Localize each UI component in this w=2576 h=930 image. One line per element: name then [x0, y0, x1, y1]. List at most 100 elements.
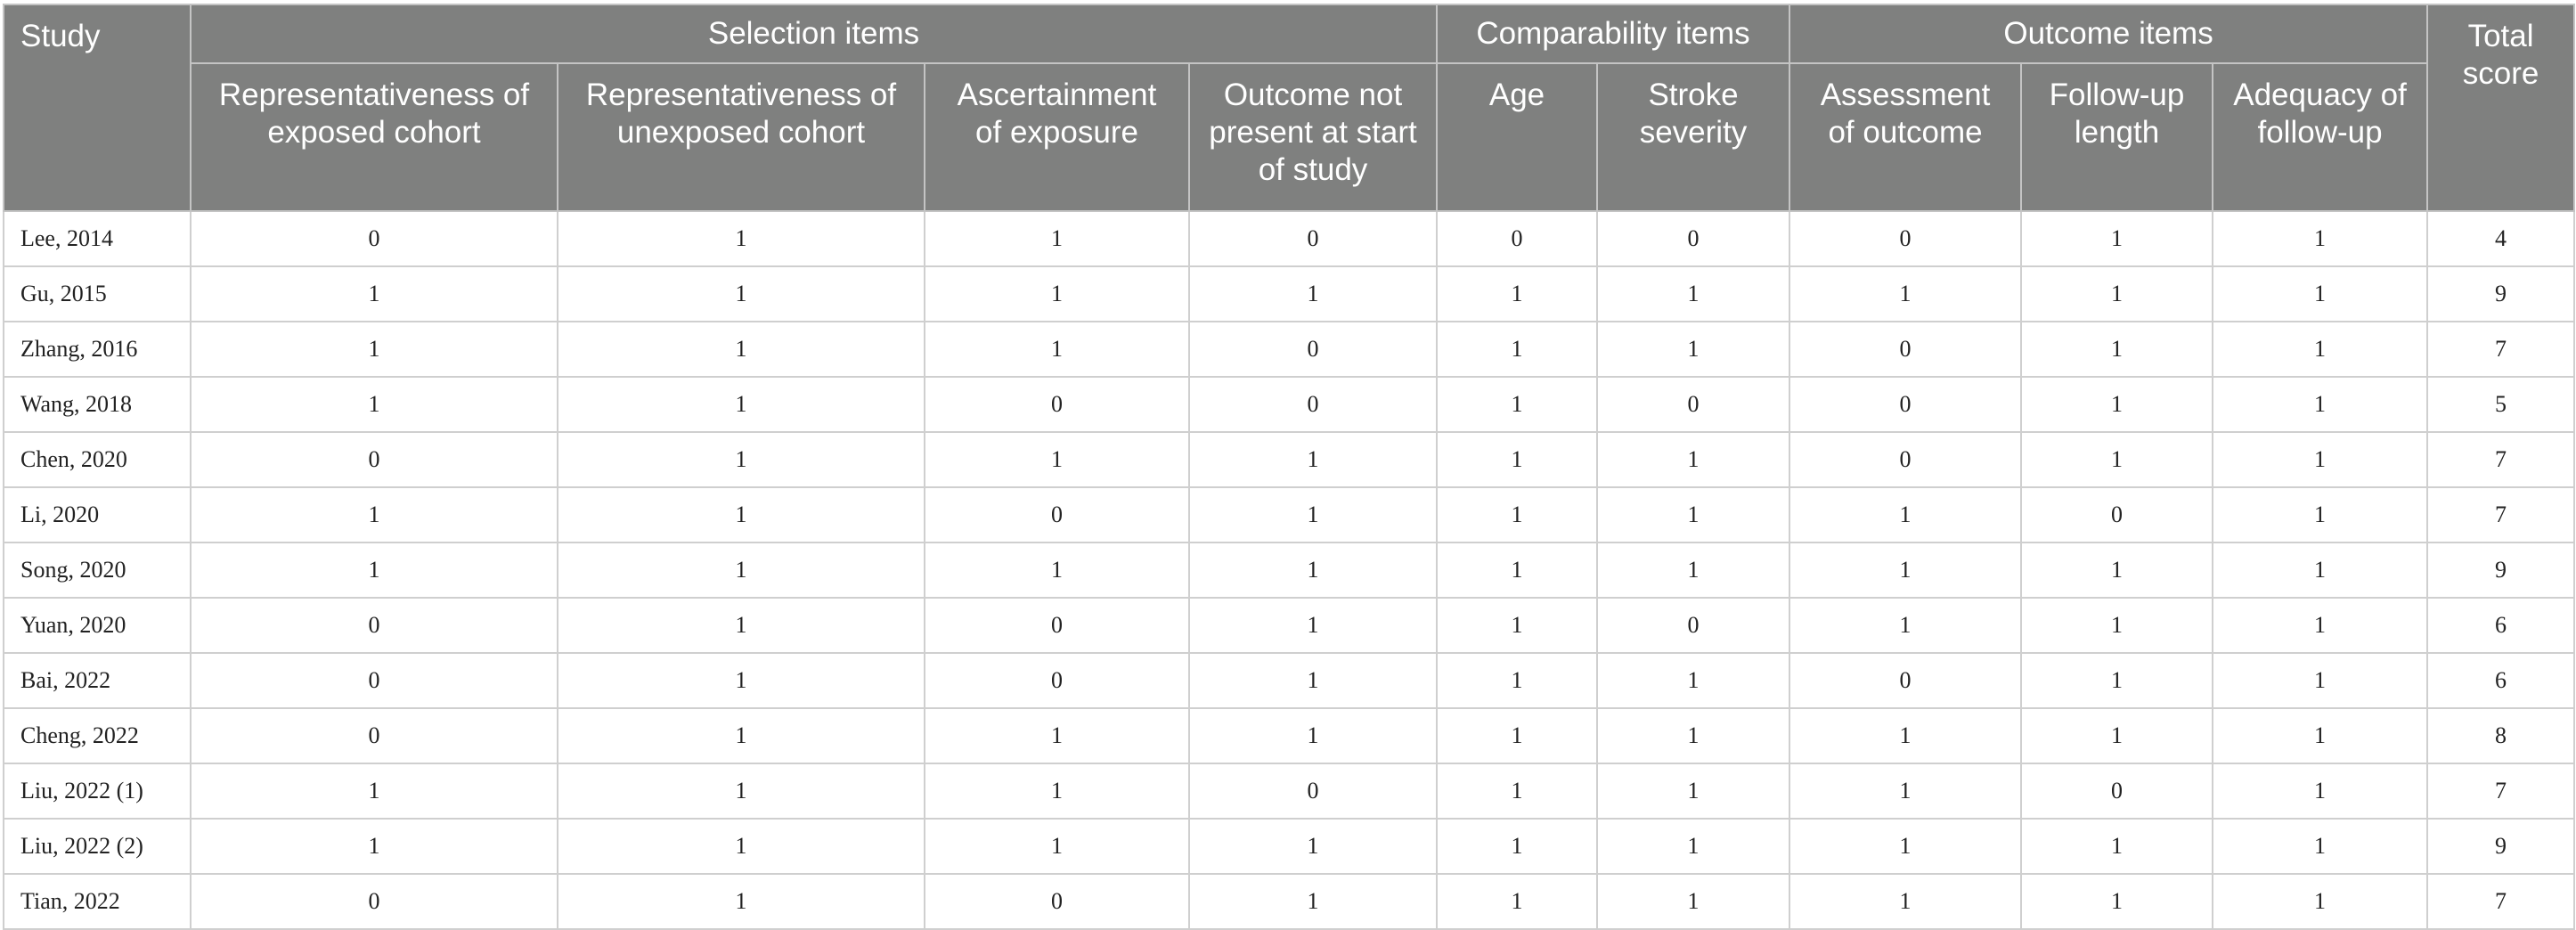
score-cell: 1	[1187, 707, 1439, 764]
item-column-header: Age	[1436, 62, 1599, 212]
study-cell: Li, 2020	[3, 486, 192, 543]
score-cell: 1	[2212, 652, 2429, 709]
score-cell: 0	[1596, 597, 1791, 654]
score-cell: 1	[2212, 265, 2429, 322]
item-column-header: Assessment of outcome	[1789, 62, 2023, 212]
score-cell: 1	[190, 763, 558, 820]
score-cell: 1	[1596, 431, 1791, 488]
group-header: Outcome items	[1789, 4, 2429, 64]
total-score-cell: 7	[2426, 431, 2576, 488]
score-cell: 1	[924, 818, 1190, 875]
score-cell: 1	[2212, 763, 2429, 820]
score-cell: 1	[1596, 321, 1791, 378]
total-score-cell: 7	[2426, 321, 2576, 378]
score-cell: 0	[924, 376, 1190, 433]
score-cell: 1	[2020, 431, 2214, 488]
score-cell: 1	[2212, 321, 2429, 378]
score-cell: 1	[2020, 873, 2214, 930]
score-cell: 1	[924, 265, 1190, 322]
group-header: Selection items	[189, 4, 1439, 64]
score-cell: 1	[557, 210, 925, 267]
score-cell: 0	[1789, 376, 2023, 433]
score-cell: 0	[924, 597, 1190, 654]
item-column-header: Stroke severity	[1596, 62, 1791, 212]
score-cell: 0	[190, 707, 558, 764]
score-cell: 1	[557, 707, 925, 764]
total-score-cell: 9	[2426, 265, 2576, 322]
score-cell: 1	[2020, 818, 2214, 875]
score-cell: 1	[1436, 763, 1599, 820]
score-cell: 1	[557, 486, 925, 543]
score-cell: 0	[190, 597, 558, 654]
item-column-header: Adequacy of follow-up	[2212, 62, 2429, 212]
table-body: Lee, 2014 0 1 1 0 0 0 0 1 1 4 Gu, 2015 1 1 1 1 1 1 1 1 1 9 Zha…	[3, 210, 2576, 930]
score-cell: 1	[557, 818, 925, 875]
table-row: Wang, 2018 1 1 0 0 1 0 0 1 1 5	[3, 376, 2576, 433]
study-cell: Wang, 2018	[3, 376, 192, 433]
score-cell: 1	[2212, 707, 2429, 764]
score-cell: 1	[190, 542, 558, 599]
score-cell: 1	[557, 321, 925, 378]
study-cell: Gu, 2015	[3, 265, 192, 322]
total-score-cell: 6	[2426, 652, 2576, 709]
score-cell: 1	[2212, 376, 2429, 433]
item-column-header: Follow-up length	[2020, 62, 2214, 212]
score-cell: 1	[1789, 486, 2023, 543]
score-cell: 1	[1596, 818, 1791, 875]
score-cell: 1	[924, 763, 1190, 820]
score-cell: 1	[2020, 210, 2214, 267]
score-cell: 0	[1596, 376, 1791, 433]
score-cell: 1	[924, 321, 1190, 378]
total-score-cell: 9	[2426, 542, 2576, 599]
total-score-cell: 5	[2426, 376, 2576, 433]
item-column-header: Representativeness of unexposed cohort	[557, 62, 925, 212]
score-cell: 1	[2020, 597, 2214, 654]
study-cell: Liu, 2022 (2)	[3, 818, 192, 875]
header-group-row: Study Selection items Comparability items…	[3, 4, 2576, 212]
total-score-cell: 9	[2426, 818, 2576, 875]
score-cell: 0	[924, 652, 1190, 709]
item-column-header: Representativeness of exposed cohort	[190, 62, 558, 212]
score-cell: 1	[1596, 763, 1791, 820]
score-cell: 1	[1596, 542, 1791, 599]
score-cell: 1	[1596, 486, 1791, 543]
score-cell: 1	[190, 818, 558, 875]
quality-assessment-table: Study Selection items Comparability items…	[3, 4, 2576, 930]
score-cell: 0	[1789, 652, 2023, 709]
score-cell: 1	[1436, 707, 1599, 764]
score-cell: 1	[1187, 265, 1439, 322]
score-cell: 1	[1187, 486, 1439, 543]
score-cell: 0	[1789, 210, 2023, 267]
study-cell: Yuan, 2020	[3, 597, 192, 654]
total-score-cell: 6	[2426, 597, 2576, 654]
total-score-cell: 7	[2426, 486, 2576, 543]
score-cell: 1	[190, 265, 558, 322]
score-cell: 1	[190, 486, 558, 543]
study-cell: Tian, 2022	[3, 873, 192, 930]
score-cell: 1	[1789, 763, 2023, 820]
score-cell: 1	[1187, 597, 1439, 654]
score-cell: 1	[2020, 652, 2214, 709]
score-cell: 1	[2020, 376, 2214, 433]
total-score-cell: 4	[2426, 210, 2576, 267]
score-cell: 0	[1187, 210, 1439, 267]
study-cell: Zhang, 2016	[3, 321, 192, 378]
score-cell: 1	[557, 265, 925, 322]
score-cell: 1	[1789, 873, 2023, 930]
score-cell: 0	[2020, 486, 2214, 543]
score-cell: 0	[1187, 763, 1439, 820]
score-cell: 1	[1789, 818, 2023, 875]
score-cell: 1	[2020, 707, 2214, 764]
score-cell: 0	[1436, 210, 1599, 267]
table-row: Chen, 2020 0 1 1 1 1 1 0 1 1 7	[3, 431, 2576, 488]
score-cell: 1	[1789, 597, 2023, 654]
score-cell: 1	[557, 597, 925, 654]
score-cell: 1	[2020, 542, 2214, 599]
score-cell: 1	[2212, 431, 2429, 488]
study-column-header: Study	[3, 4, 192, 212]
score-cell: 1	[1436, 542, 1599, 599]
score-cell: 1	[924, 210, 1190, 267]
header-item-row: Representativeness of exposed cohort Repr…	[4, 62, 2574, 212]
score-cell: 1	[1436, 376, 1599, 433]
study-cell: Song, 2020	[3, 542, 192, 599]
